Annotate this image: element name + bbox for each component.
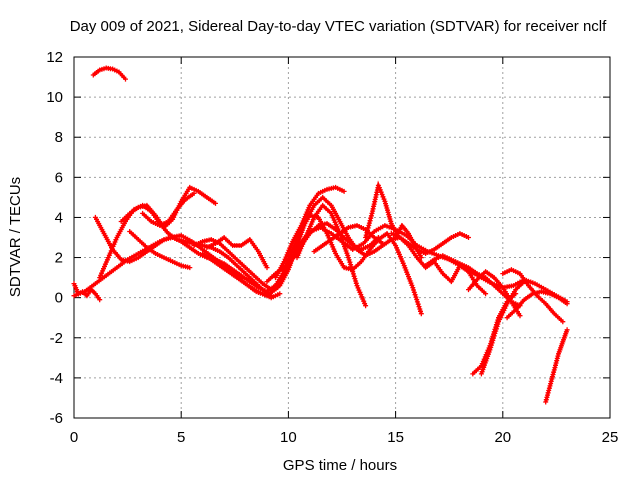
series-markers (200, 251, 283, 301)
series-arc-19 (423, 253, 523, 309)
series-markers (127, 229, 193, 271)
series-markers (294, 202, 369, 309)
series-markers (500, 267, 566, 325)
series-arc-14 (294, 202, 369, 309)
x-axis-label: GPS time / hours (283, 457, 397, 474)
series-arc-23 (500, 267, 566, 325)
x-tick-label: 0 (70, 429, 78, 446)
series-arc-24 (504, 289, 570, 321)
data-marks (71, 65, 570, 405)
series-markers (393, 223, 424, 261)
series-markers (92, 212, 424, 317)
x-tick-label: 10 (280, 429, 297, 446)
series-arc-04 (92, 212, 424, 317)
series-arc-13 (273, 184, 347, 281)
y-tick-label: -6 (50, 410, 63, 427)
series-arc-16 (363, 180, 401, 240)
series-arc-01 (90, 65, 128, 82)
series-markers (543, 327, 570, 405)
y-tick-label: -4 (50, 370, 63, 387)
series-markers (273, 184, 347, 281)
series-trace (94, 213, 423, 315)
series-arc-11 (204, 235, 270, 271)
y-tick-label: 4 (55, 209, 63, 226)
y-tick-label: 8 (55, 129, 63, 146)
x-tick-label: 25 (602, 429, 619, 446)
y-tick-label: 6 (55, 169, 63, 186)
y-tick-label: 2 (55, 250, 63, 267)
plot-frame (73, 56, 611, 419)
series-markers (204, 235, 270, 271)
series-arc-18 (393, 222, 424, 261)
series-markers (478, 279, 527, 377)
grid (74, 57, 610, 418)
series-trace (73, 223, 568, 304)
series-arc-08 (140, 190, 197, 228)
series-markers (90, 65, 128, 82)
series-markers (363, 182, 401, 240)
y-tick-label: 12 (46, 49, 63, 66)
series-markers (71, 223, 570, 305)
y-tick-label: 10 (46, 89, 63, 106)
series-arc-10 (200, 251, 283, 301)
series-arc-25 (543, 327, 570, 405)
series-markers (504, 289, 570, 321)
x-tick-label: 20 (494, 429, 511, 446)
series-arc-03 (71, 223, 570, 305)
series-arc-07 (127, 229, 193, 271)
x-tick-label: 5 (177, 429, 185, 446)
y-tick-label: 0 (55, 290, 63, 307)
chart-title: Day 009 of 2021, Sidereal Day-to-day VTE… (70, 18, 607, 35)
y-tick-label: -2 (50, 330, 63, 347)
x-tick-label: 15 (387, 429, 404, 446)
series-arc-22 (478, 279, 527, 377)
axes: 0 5 10 15 20 25 -6 -4 -2 0 2 4 6 8 10 12 (46, 49, 618, 446)
series-markers (140, 190, 197, 228)
y-axis-label: SDTVAR / TECUs (7, 177, 24, 297)
series-arc-09 (191, 194, 471, 293)
